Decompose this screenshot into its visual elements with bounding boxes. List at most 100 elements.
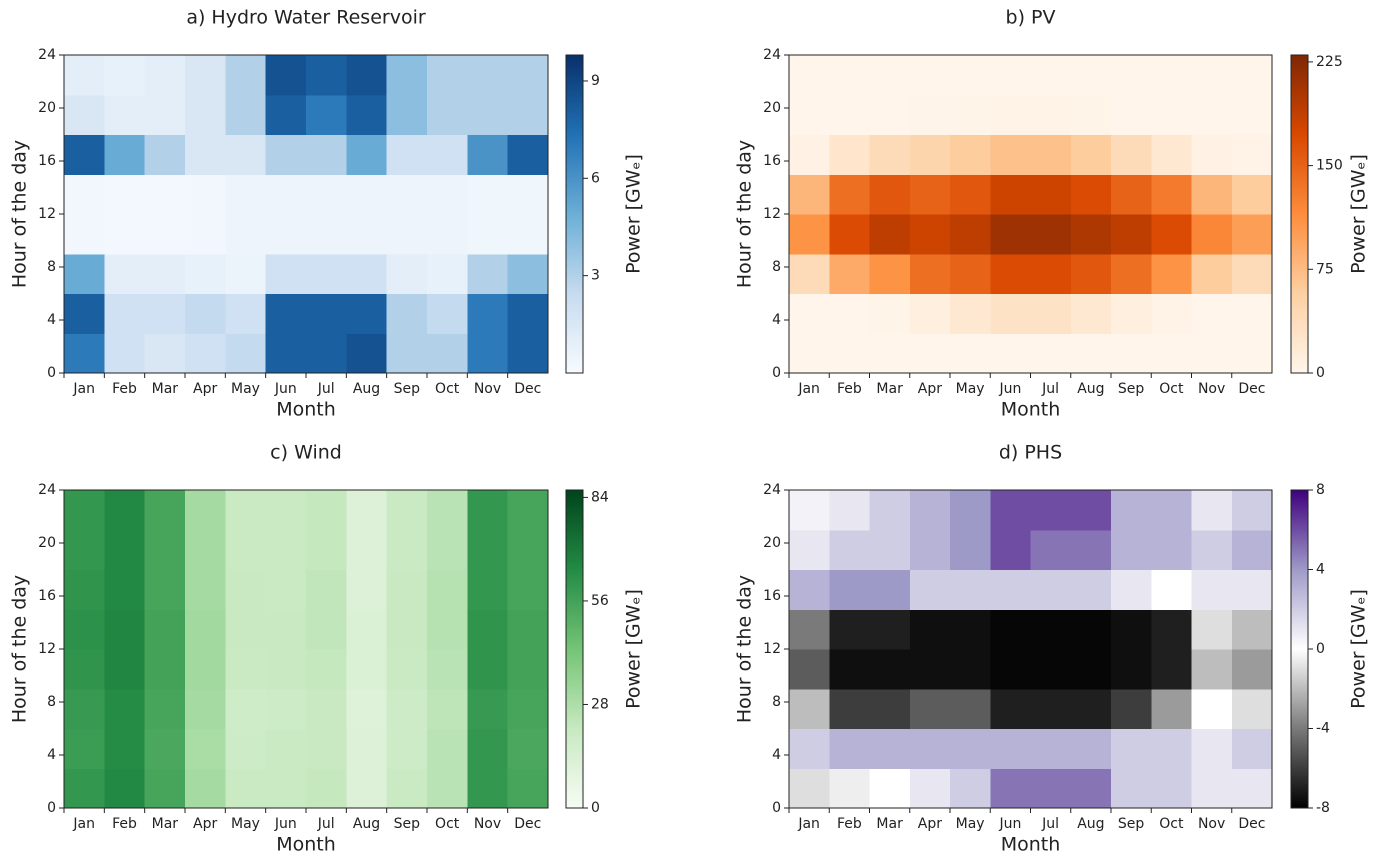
heatmap-cell bbox=[869, 768, 911, 809]
heatmap-cell bbox=[1070, 728, 1112, 769]
heatmap-cell bbox=[1070, 609, 1112, 650]
heatmap-cell bbox=[1191, 569, 1233, 610]
x-tick-label: Jul bbox=[317, 381, 335, 397]
heatmap-cell bbox=[909, 529, 951, 570]
heatmap-cell bbox=[306, 253, 347, 294]
heatmap-cell bbox=[1191, 55, 1233, 96]
y-tick-label: 8 bbox=[47, 694, 56, 710]
heatmap-cell bbox=[427, 569, 468, 610]
heatmap-cell bbox=[1191, 609, 1233, 650]
heatmap-cell bbox=[909, 728, 951, 769]
x-tick-label: Jan bbox=[72, 816, 95, 832]
y-tick-label: 24 bbox=[38, 482, 56, 498]
heatmap-cell bbox=[306, 94, 347, 135]
heatmap-cell bbox=[64, 768, 105, 809]
heatmap-cell bbox=[507, 174, 549, 215]
heatmap-cell bbox=[64, 293, 105, 334]
heatmap-cell bbox=[1070, 768, 1112, 809]
heatmap-cell bbox=[265, 569, 307, 610]
heatmap-cell bbox=[144, 253, 186, 294]
heatmap-cell bbox=[1070, 55, 1112, 96]
heatmap-cell bbox=[829, 490, 870, 531]
heatmap-cell bbox=[64, 649, 105, 690]
heatmap-cell bbox=[265, 214, 307, 255]
heatmap-cell bbox=[225, 768, 267, 809]
colorbar-label: Power [GWₑ] bbox=[623, 589, 645, 709]
heatmap-cell bbox=[144, 529, 186, 570]
heatmap-cell bbox=[1070, 253, 1112, 294]
heatmap-cell bbox=[104, 134, 146, 175]
heatmap-cell bbox=[185, 728, 226, 769]
heatmap-cell bbox=[1151, 333, 1192, 374]
heatmap-cell bbox=[990, 333, 1031, 374]
heatmap-cell bbox=[950, 688, 991, 729]
heatmap-cell bbox=[789, 55, 830, 96]
colorbar-tick-label: 56 bbox=[591, 593, 609, 609]
heatmap-cell bbox=[789, 649, 830, 690]
heatmap-cell bbox=[467, 174, 509, 215]
x-tick-label: Jan bbox=[797, 816, 820, 832]
heatmap-cell bbox=[1231, 490, 1273, 531]
heatmap-cell bbox=[1231, 649, 1273, 690]
heatmap-cell bbox=[104, 529, 146, 570]
heatmap-cell bbox=[1111, 688, 1152, 729]
x-tick-label: Oct bbox=[435, 381, 460, 397]
heatmap-cell bbox=[829, 333, 870, 374]
heatmap-cell bbox=[1191, 688, 1233, 729]
heatmap-cell bbox=[265, 490, 307, 531]
heatmap-cell bbox=[950, 768, 991, 809]
y-tick-label: 4 bbox=[772, 312, 781, 328]
heatmap-cell bbox=[225, 569, 267, 610]
heatmap-cell bbox=[185, 293, 226, 334]
heatmap-cell bbox=[265, 253, 307, 294]
heatmap-cell bbox=[909, 55, 951, 96]
heatmap-cell bbox=[789, 134, 830, 175]
colorbar-label: Power [GWₑ] bbox=[623, 154, 645, 274]
heatmap-cell bbox=[64, 529, 105, 570]
x-axis-label: Month bbox=[276, 399, 336, 421]
heatmap-cell bbox=[1191, 728, 1233, 769]
heatmap-cell bbox=[427, 649, 468, 690]
heatmap-cell bbox=[1231, 214, 1273, 255]
heatmap-cell bbox=[1151, 688, 1192, 729]
heatmap-cell bbox=[306, 529, 347, 570]
heatmap-cell bbox=[1070, 569, 1112, 610]
heatmap-cell bbox=[789, 253, 830, 294]
colorbar-label: Power [GWₑ] bbox=[1348, 154, 1370, 274]
heatmap-cell bbox=[427, 214, 468, 255]
heatmap-cell bbox=[909, 649, 951, 690]
colorbar-tick-label: 28 bbox=[591, 696, 609, 712]
heatmap-cell bbox=[789, 293, 830, 334]
colorbar bbox=[565, 489, 584, 809]
heatmap-cell bbox=[909, 134, 951, 175]
heatmap-cell bbox=[1151, 174, 1192, 215]
heatmap-cell bbox=[104, 293, 146, 334]
heatmap-cell bbox=[64, 333, 105, 374]
y-tick-label: 16 bbox=[763, 153, 781, 169]
heatmap-cell bbox=[909, 333, 951, 374]
colorbar-tick-label: -8 bbox=[1316, 800, 1330, 816]
heatmap-cell bbox=[144, 94, 186, 135]
heatmap-cell bbox=[144, 333, 186, 374]
heatmap-cell bbox=[185, 688, 226, 729]
heatmap-cell bbox=[225, 529, 267, 570]
colorbar-tick-label: 0 bbox=[591, 800, 600, 816]
heatmap-cell bbox=[265, 529, 307, 570]
heatmap-cell bbox=[64, 214, 105, 255]
heatmap-cell bbox=[104, 649, 146, 690]
y-tick-label: 12 bbox=[763, 206, 781, 222]
x-tick-label: Nov bbox=[474, 381, 501, 397]
heatmap-cell bbox=[386, 768, 428, 809]
heatmap-cell bbox=[507, 55, 549, 96]
heatmap-cell bbox=[346, 768, 388, 809]
heatmap-cell bbox=[386, 569, 428, 610]
heatmap-cell bbox=[869, 174, 911, 215]
heatmap-cell bbox=[346, 609, 388, 650]
x-tick-label: Aug bbox=[1077, 816, 1104, 832]
heatmap-cell bbox=[789, 490, 830, 531]
heatmap-cell bbox=[306, 768, 347, 809]
heatmap-cell bbox=[507, 293, 549, 334]
heatmap-cell bbox=[869, 55, 911, 96]
heatmap-cell bbox=[1231, 174, 1273, 215]
heatmap-cell bbox=[1231, 253, 1273, 294]
